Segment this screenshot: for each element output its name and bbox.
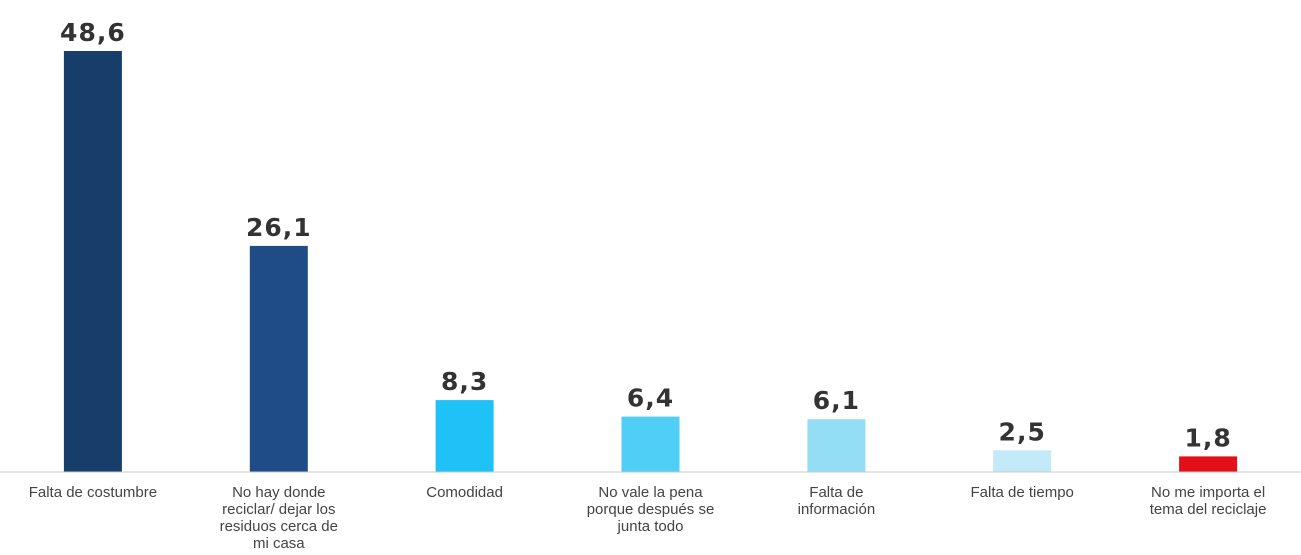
category-label-line: tema del reciclaje bbox=[1150, 501, 1267, 518]
category-label-falta-de-tiempo: Falta de tiempo bbox=[971, 484, 1074, 501]
category-label-comodidad: Comodidad bbox=[426, 484, 503, 501]
bars-group bbox=[63, 51, 1238, 472]
value-label-comodidad: 8,3 bbox=[441, 367, 488, 396]
category-label-no-vale-la-pena-porque-despues-se-junta-todo: No vale la pena porque después se junta to… bbox=[587, 484, 715, 535]
category-label-line: porque después se bbox=[587, 501, 715, 518]
bar-falta-de-tiempo bbox=[993, 450, 1052, 472]
value-labels-group: 48,6 26,1 8,3 6,4 6,1 2,5 1,8 bbox=[60, 18, 1231, 452]
category-label-line: No me importa el bbox=[1151, 484, 1265, 501]
category-label-line: Falta de costumbre bbox=[29, 484, 157, 501]
category-label-line: No hay donde bbox=[232, 484, 325, 501]
value-label-no-me-importa-el-tema-del-reciclaje: 1,8 bbox=[1184, 423, 1231, 452]
category-label-line: mi casa bbox=[253, 535, 305, 552]
category-label-line: Comodidad bbox=[426, 484, 503, 501]
category-label-line: residuos cerca de bbox=[220, 518, 338, 535]
category-label-falta-de-costumbre: Falta de costumbre bbox=[29, 484, 157, 501]
category-label-falta-de-informacion: Falta de información bbox=[798, 484, 876, 518]
value-label-falta-de-tiempo: 2,5 bbox=[999, 417, 1046, 446]
category-label-no-hay-donde-reciclar-dejar-los-residuos-cerca-de-mi-casa: No hay donde reciclar/ dejar los residuos … bbox=[220, 484, 338, 552]
bar-falta-de-costumbre bbox=[63, 51, 122, 472]
category-label-no-me-importa-el-tema-del-reciclaje: No me importa el tema del reciclaje bbox=[1150, 484, 1267, 518]
bar-comodidad bbox=[435, 400, 494, 472]
category-labels-group: Falta de costumbre No hay donde reciclar/ … bbox=[29, 484, 1267, 552]
category-label-line: Falta de tiempo bbox=[971, 484, 1074, 501]
category-label-line: reciclar/ dejar los bbox=[222, 501, 335, 518]
value-label-falta-de-informacion: 6,1 bbox=[813, 386, 860, 415]
category-label-line: información bbox=[798, 501, 876, 518]
value-label-no-hay-donde-reciclar-dejar-los-residuos-cerca-de-mi-casa: 26,1 bbox=[246, 213, 312, 242]
bar-falta-de-informacion bbox=[807, 419, 866, 472]
bar-no-me-importa-el-tema-del-reciclaje bbox=[1179, 456, 1238, 472]
value-label-no-vale-la-pena-porque-despues-se-junta-todo: 6,4 bbox=[627, 384, 674, 413]
category-label-line: Falta de bbox=[809, 484, 863, 501]
value-label-falta-de-costumbre: 48,6 bbox=[60, 18, 126, 47]
category-label-line: junta todo bbox=[617, 518, 684, 535]
bar-no-vale-la-pena-porque-despues-se-junta-todo bbox=[621, 416, 680, 472]
bar-no-hay-donde-reciclar-dejar-los-residuos-cerca-de-mi-casa bbox=[249, 245, 308, 472]
category-label-line: No vale la pena bbox=[598, 484, 703, 501]
